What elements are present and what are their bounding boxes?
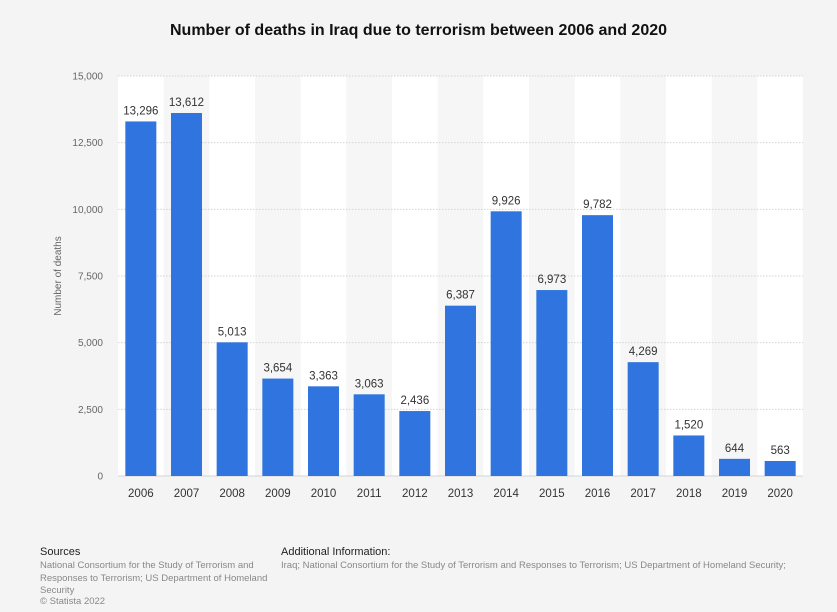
data-label: 6,387	[446, 290, 475, 302]
x-tick-label: 2009	[265, 488, 291, 500]
data-label: 4,269	[629, 346, 658, 358]
bar	[125, 121, 157, 476]
x-tick-label: 2012	[402, 488, 428, 500]
x-tick-label: 2010	[311, 488, 337, 500]
data-label: 3,654	[263, 363, 292, 375]
x-tick-label: 2015	[539, 488, 565, 500]
x-tick-label: 2019	[722, 488, 748, 500]
data-label: 1,520	[674, 419, 703, 431]
data-label: 2,436	[400, 395, 429, 407]
additional-info-block: Additional Information: Iraq; National C…	[281, 546, 837, 573]
y-tick-label: 0	[97, 472, 103, 483]
data-label: 13,612	[169, 97, 204, 109]
bar	[536, 290, 568, 476]
bar	[262, 378, 294, 476]
y-tick-label: 7,500	[78, 272, 103, 283]
y-tick-label: 10,000	[72, 205, 103, 216]
sources-text: National Consortium for the Study of Ter…	[40, 560, 268, 596]
bar	[308, 386, 339, 476]
x-tick-label: 2007	[174, 488, 200, 500]
x-tick-label: 2017	[630, 488, 656, 500]
data-label: 3,363	[309, 370, 338, 382]
bar-chart: 0 2,500 5,000 7,500 10,000 12,500 15,000 Number…	[53, 72, 803, 500]
y-tick-label: 15,000	[72, 72, 103, 83]
x-tick-label: 2018	[676, 488, 702, 500]
x-tick-label: 2013	[448, 488, 474, 500]
bar	[216, 342, 248, 476]
x-tick-label: 2011	[357, 488, 382, 500]
y-axis-label: Number of deaths	[53, 236, 64, 316]
data-label: 9,926	[492, 195, 521, 207]
bar	[490, 211, 522, 476]
bar	[627, 362, 659, 476]
x-tick-label: 2020	[767, 488, 793, 500]
bar	[719, 458, 750, 476]
x-tick-label: 2016	[585, 488, 611, 500]
x-tick-label: 2014	[493, 488, 519, 500]
bar	[353, 394, 385, 476]
additional-info-heading: Additional Information:	[281, 546, 391, 558]
data-label: 9,782	[583, 199, 612, 211]
bar	[764, 460, 796, 476]
data-label: 6,973	[537, 274, 566, 286]
copyright: © Statista 2022	[40, 596, 106, 607]
x-tick-label: 2008	[219, 488, 245, 500]
sources-heading: Sources	[40, 546, 81, 558]
data-label: 563	[771, 445, 790, 457]
bar	[673, 435, 705, 476]
sources-block: Sources National Consortium for the Stud…	[40, 546, 275, 598]
bar	[445, 305, 476, 476]
bar	[399, 411, 431, 476]
chart-title: Number of deaths in Iraq due to terroris…	[169, 22, 668, 39]
bar	[171, 113, 202, 476]
data-label: 13,296	[123, 105, 158, 117]
x-tick-label: 2006	[128, 488, 154, 500]
bar	[582, 215, 613, 476]
data-label: 644	[725, 443, 745, 455]
additional-info-text: Iraq; National Consortium for the Study …	[281, 560, 786, 571]
y-tick-label: 12,500	[72, 138, 103, 149]
data-label: 5,013	[218, 326, 247, 338]
data-label: 3,063	[355, 378, 384, 390]
y-tick-label: 2,500	[78, 405, 103, 416]
y-tick-label: 5,000	[78, 338, 103, 349]
